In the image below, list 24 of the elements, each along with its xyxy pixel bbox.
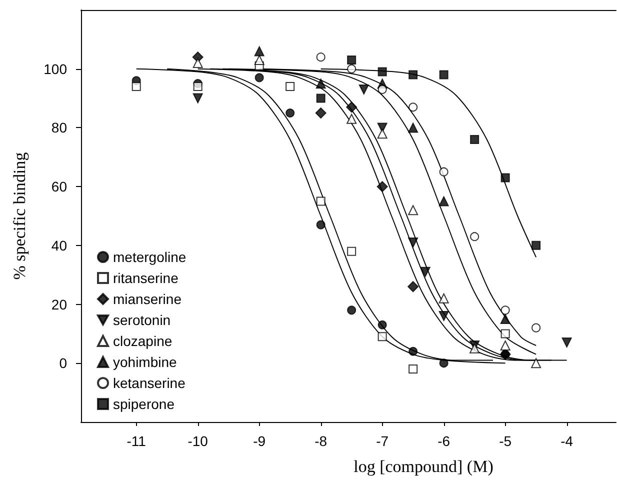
x-tick-label: -5 — [499, 433, 512, 449]
x-tick-label: -11 — [126, 433, 146, 449]
y-tick-label: 40 — [51, 237, 68, 254]
legend-label: ritanserine — [113, 270, 179, 286]
x-axis-title: log [compound] (M) — [354, 457, 494, 476]
x-tick-label: -9 — [253, 433, 266, 449]
y-tick-label: 0 — [59, 355, 68, 372]
y-axis-title: % specific binding — [10, 152, 29, 280]
x-tick-label: -7 — [376, 433, 389, 449]
x-tick-label: -4 — [560, 433, 574, 449]
x-tick-label: -6 — [438, 433, 450, 449]
y-tick-label: 80 — [51, 120, 68, 136]
y-tick-label: 60 — [51, 178, 68, 195]
x-tick-label: -8 — [314, 433, 328, 449]
legend-label: clozapine — [113, 333, 172, 349]
x-tick-label: -10 — [188, 433, 208, 449]
y-tick-label: 20 — [51, 296, 68, 312]
y-tick-label: 100 — [44, 60, 68, 77]
legend-label: yohimbine — [113, 354, 178, 370]
legend-label: ketanserine — [113, 375, 186, 391]
legend-label: mianserine — [113, 291, 182, 307]
legend-label: metergoline — [113, 249, 186, 265]
legend-label: serotonin — [113, 312, 171, 328]
legend-label: spiperone — [113, 396, 175, 412]
